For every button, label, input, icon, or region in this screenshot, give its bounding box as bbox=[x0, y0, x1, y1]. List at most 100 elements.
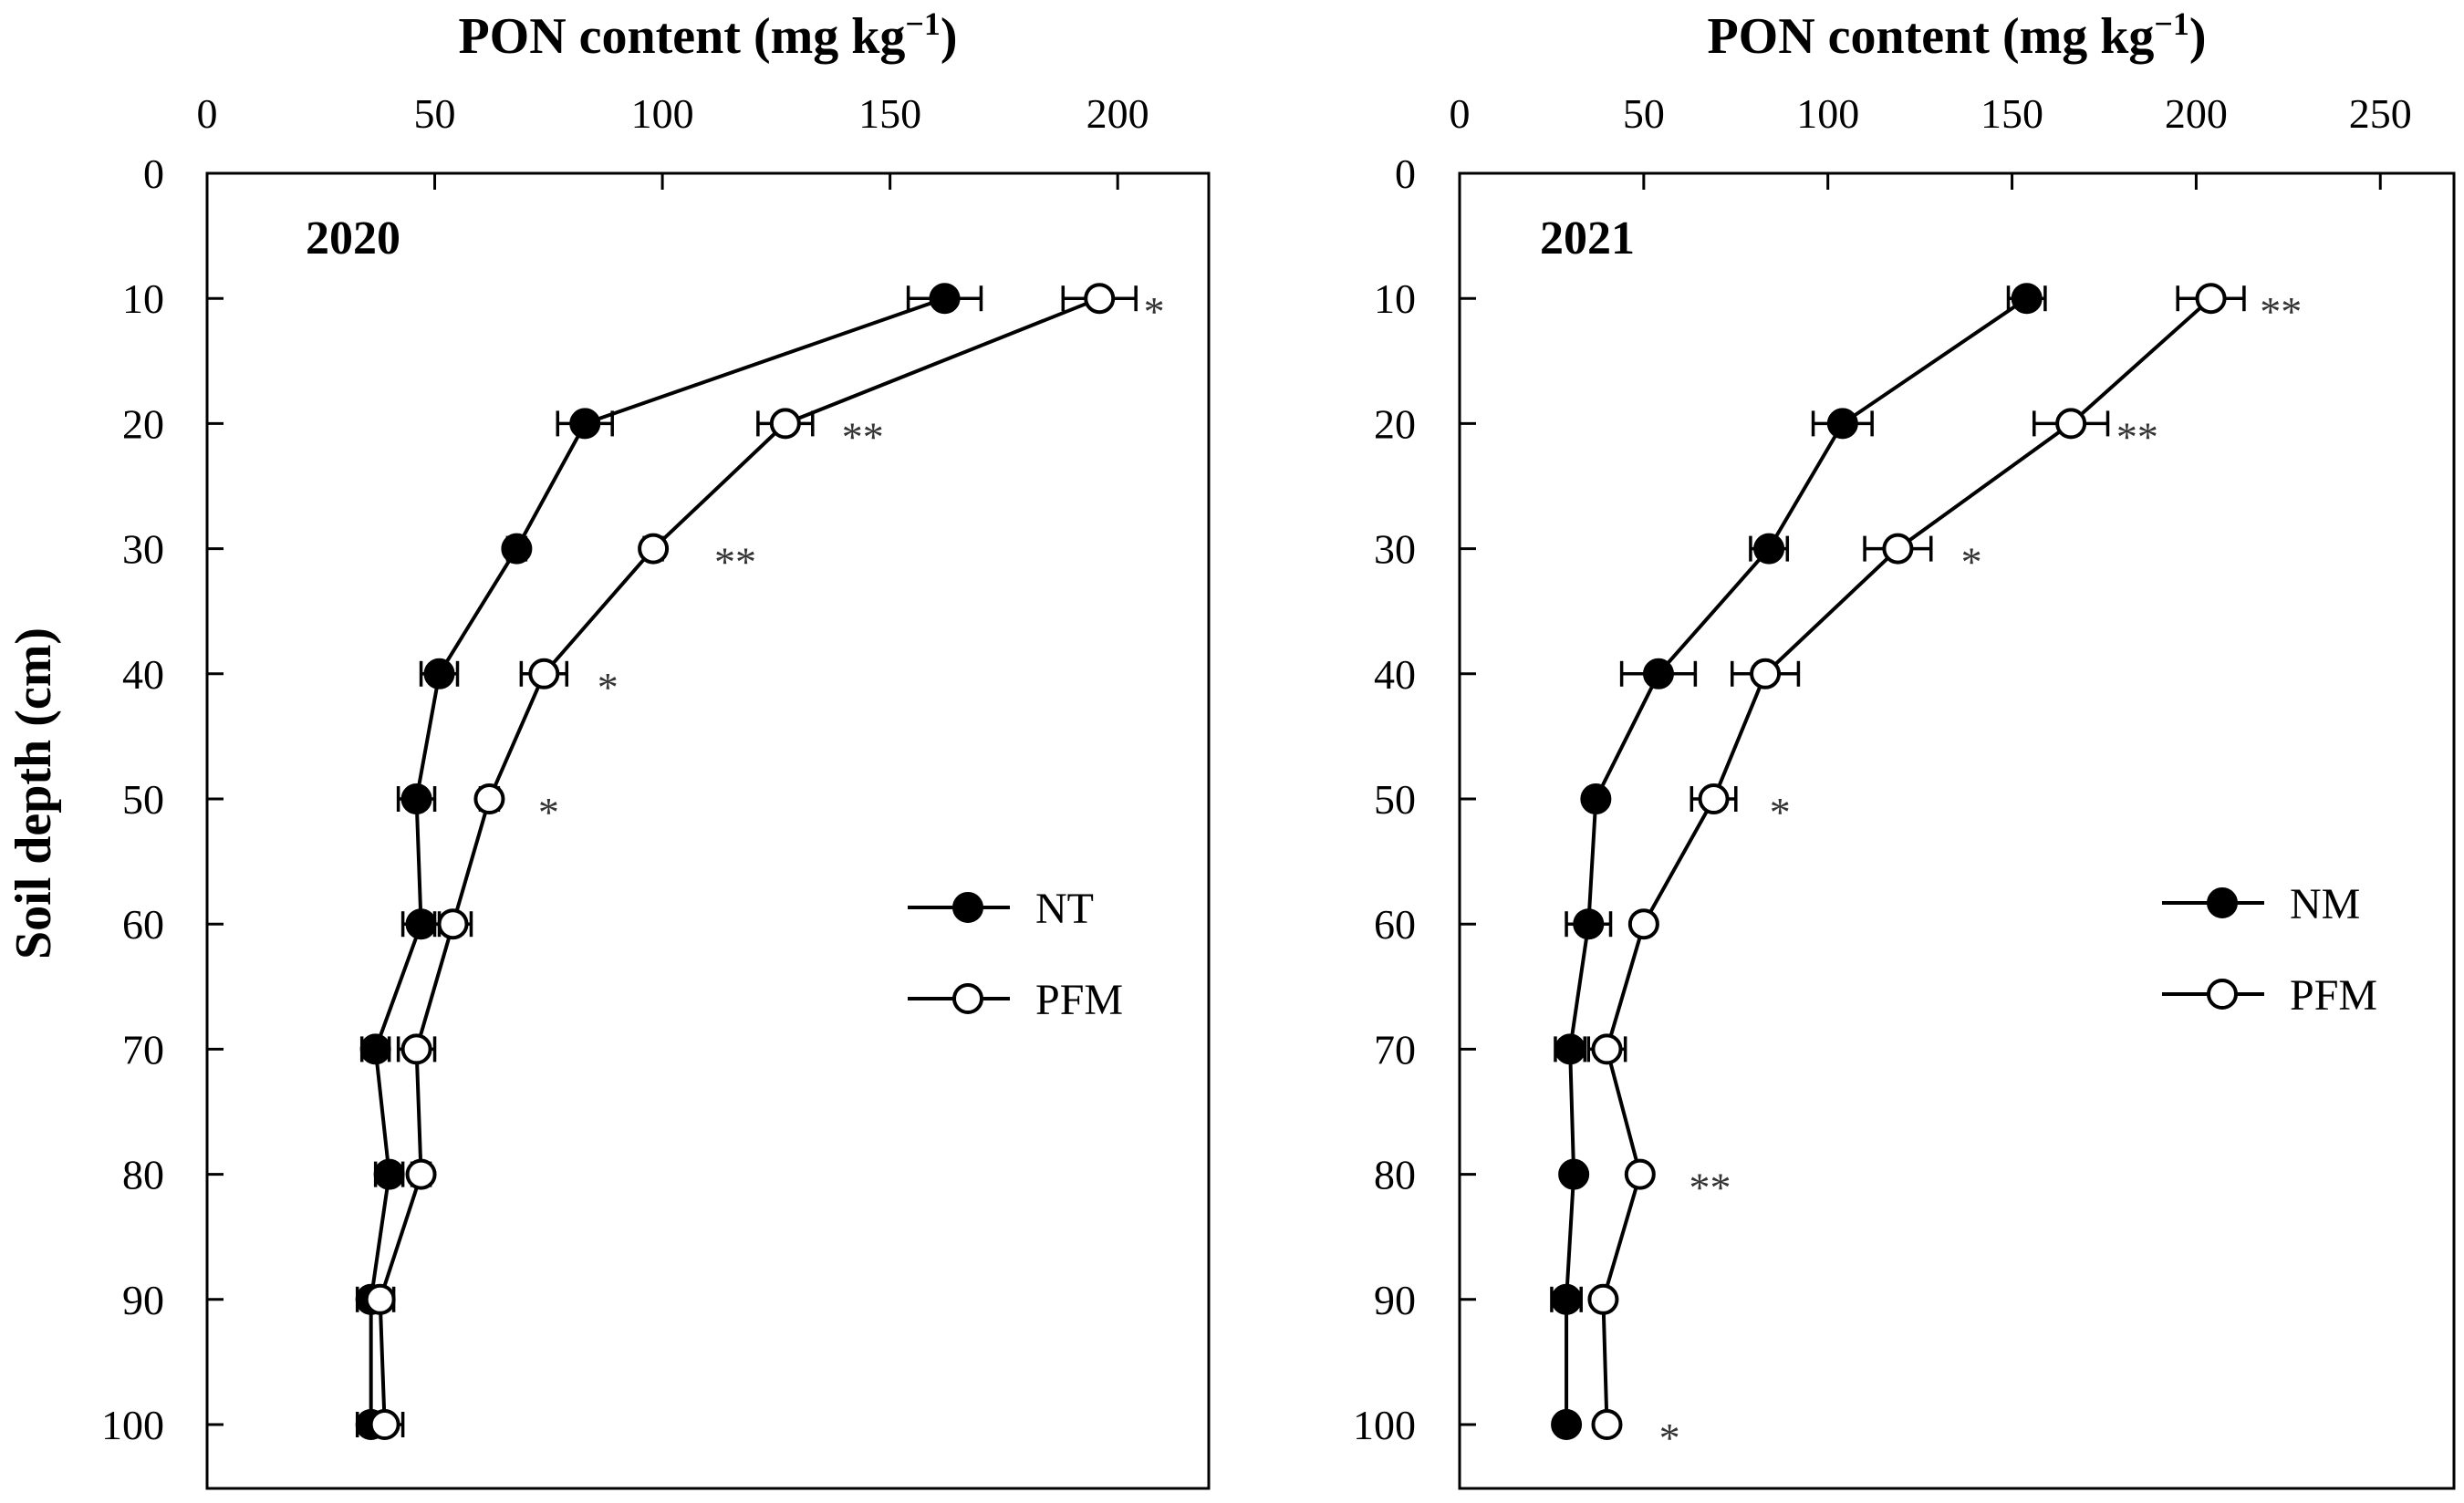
legend-marker bbox=[952, 983, 983, 1014]
legend-marker bbox=[2207, 979, 2238, 1010]
significance-marker: ** bbox=[842, 413, 884, 460]
x-tick-label: 200 bbox=[2165, 90, 2228, 137]
x-axis-title-close: ) bbox=[941, 8, 958, 65]
data-point-pfm bbox=[638, 533, 670, 565]
y-tick-label: 100 bbox=[1353, 1402, 1416, 1448]
y-axis-label: Soil depth (cm) bbox=[5, 627, 62, 959]
data-point-pfm bbox=[1587, 1283, 1619, 1315]
y-tick-label: 10 bbox=[1374, 275, 1416, 322]
data-point-nm bbox=[1573, 908, 1605, 940]
significance-marker: ** bbox=[2116, 413, 2158, 460]
data-point-pfm bbox=[528, 658, 560, 689]
x-axis-title: PON content (mg kg−1) bbox=[458, 5, 957, 65]
significance-marker: ** bbox=[2260, 288, 2302, 335]
y-tick-label: 90 bbox=[122, 1277, 164, 1323]
data-point-pfm bbox=[1882, 533, 1914, 565]
data-point-nt bbox=[359, 1033, 391, 1065]
significance-marker: * bbox=[1659, 1415, 1680, 1461]
x-tick-label: 250 bbox=[2349, 90, 2412, 137]
x-axis-title-superscript: −1 bbox=[2154, 5, 2189, 42]
y-tick-label: 30 bbox=[122, 526, 164, 573]
x-axis-title-main: PON content (mg kg bbox=[1707, 8, 2154, 65]
legend-label: NM bbox=[2290, 880, 2360, 928]
data-point-nt bbox=[405, 908, 437, 940]
data-point-nm bbox=[1551, 1409, 1583, 1440]
x-axis-title: PON content (mg kg−1) bbox=[1707, 5, 2206, 65]
y-tick-label: 40 bbox=[122, 651, 164, 698]
x-tick-label: 150 bbox=[858, 90, 921, 137]
y-tick-label: 30 bbox=[1374, 526, 1416, 573]
y-tick-label: 100 bbox=[101, 1402, 164, 1448]
data-point-pfm bbox=[2055, 408, 2087, 440]
data-point-pfm bbox=[769, 408, 801, 440]
data-point-pfm bbox=[364, 1283, 396, 1315]
data-point-nm bbox=[1551, 1283, 1583, 1315]
data-point-nm bbox=[1558, 1158, 1590, 1190]
x-tick-label: 200 bbox=[1086, 90, 1149, 137]
data-point-nm bbox=[1580, 783, 1612, 814]
y-tick-label: 70 bbox=[122, 1026, 164, 1073]
significance-marker: ** bbox=[1689, 1165, 1731, 1211]
x-tick-label: 50 bbox=[1623, 90, 1665, 137]
data-point-pfm bbox=[1627, 908, 1659, 940]
y-tick-label: 10 bbox=[122, 275, 164, 322]
significance-marker: * bbox=[1961, 539, 1982, 586]
series-line-pfm bbox=[378, 296, 1100, 1425]
data-point-nt bbox=[569, 408, 601, 440]
y-tick-label: 90 bbox=[1374, 1277, 1416, 1323]
y-tick-label: 50 bbox=[1374, 776, 1416, 823]
data-point-pfm bbox=[1698, 783, 1730, 814]
y-tick-label: 40 bbox=[1374, 651, 1416, 698]
x-tick-label: 100 bbox=[631, 90, 694, 137]
x-tick-label: 50 bbox=[414, 90, 456, 137]
series-line-pfm bbox=[1601, 296, 2212, 1425]
x-axis-title-close: ) bbox=[2189, 8, 2207, 65]
y-tick-label: 80 bbox=[122, 1152, 164, 1198]
panel-2020: PON content (mg kg−1) 0 50 100 150 200 0 10 20 30… bbox=[101, 5, 1211, 1490]
data-point-pfm bbox=[473, 783, 505, 814]
x-axis-title-superscript: −1 bbox=[905, 5, 941, 42]
x-tick-label: 0 bbox=[1450, 90, 1471, 137]
data-point-nt bbox=[929, 283, 961, 315]
significance-marker: * bbox=[538, 789, 559, 835]
data-point-pfm bbox=[405, 1158, 437, 1190]
y-tick-label: 0 bbox=[1395, 150, 1416, 197]
x-tick-label: 150 bbox=[1981, 90, 2043, 137]
data-point-pfm bbox=[437, 908, 469, 940]
data-point-nm bbox=[1554, 1033, 1586, 1065]
legend-label: PFM bbox=[2290, 971, 2377, 1020]
data-point-nm bbox=[2011, 283, 2043, 315]
significance-marker: * bbox=[1770, 789, 1791, 835]
significance-marker: ** bbox=[714, 539, 756, 586]
data-point-pfm bbox=[369, 1409, 400, 1440]
data-point-pfm bbox=[400, 1033, 432, 1065]
data-point-pfm bbox=[1084, 283, 1116, 315]
data-point-nm bbox=[1826, 408, 1858, 440]
plot-frame bbox=[1458, 171, 2456, 1490]
data-point-pfm bbox=[1591, 1033, 1623, 1065]
y-tick-label: 60 bbox=[122, 901, 164, 948]
data-point-nt bbox=[400, 783, 432, 814]
series-line-nt bbox=[369, 296, 946, 1425]
panel-year-label: 2021 bbox=[1540, 212, 1635, 264]
data-point-nt bbox=[501, 533, 533, 565]
legend-marker bbox=[2207, 887, 2238, 918]
y-tick-label: 20 bbox=[1374, 400, 1416, 447]
panel-2021: PON content (mg kg−1) 0 50 100 150 200 250 0 10 2… bbox=[1353, 5, 2456, 1490]
y-tick-label: 70 bbox=[1374, 1026, 1416, 1073]
y-tick-label: 20 bbox=[122, 400, 164, 447]
data-point-nt bbox=[373, 1158, 405, 1190]
data-point-pfm bbox=[2195, 283, 2227, 315]
x-axis-title-main: PON content (mg kg bbox=[458, 8, 905, 65]
y-tick-label: 60 bbox=[1374, 901, 1416, 948]
series-line-nm bbox=[1565, 296, 2028, 1425]
x-tick-label: 100 bbox=[1796, 90, 1859, 137]
data-point-nt bbox=[423, 658, 455, 689]
data-point-pfm bbox=[1624, 1158, 1656, 1190]
plot-frame bbox=[205, 171, 1211, 1490]
significance-marker: * bbox=[598, 664, 619, 710]
data-point-nm bbox=[1753, 533, 1785, 565]
panel-year-label: 2020 bbox=[306, 212, 400, 264]
y-tick-label: 80 bbox=[1374, 1152, 1416, 1198]
x-tick-label: 0 bbox=[197, 90, 218, 137]
